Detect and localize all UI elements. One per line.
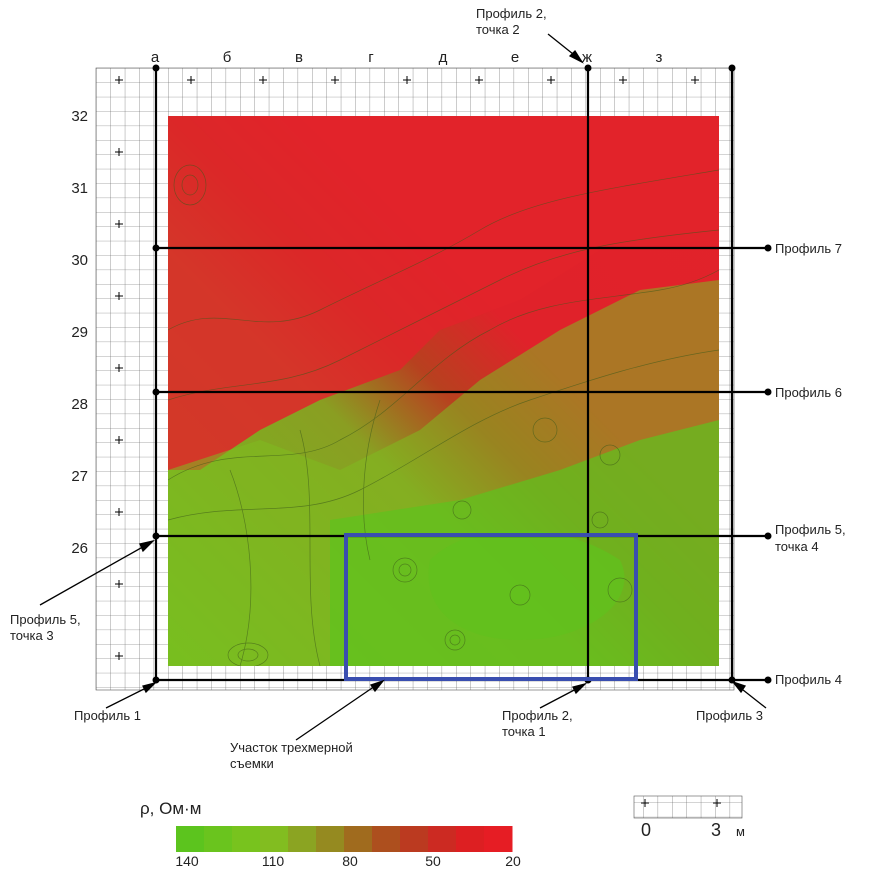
scale-bar: 0 3 м <box>633 795 745 840</box>
legend-ticks: 140 110 80 50 20 <box>175 853 521 869</box>
profile-6-label: Профиль 6 <box>775 385 842 400</box>
row-label: 32 <box>71 108 88 125</box>
legend-swatch <box>232 826 261 852</box>
row-label: 30 <box>71 252 88 269</box>
resistivity-field <box>168 116 719 666</box>
column-label: д <box>439 49 448 66</box>
legend-title: ρ, Ом·м <box>140 799 201 818</box>
legend-swatch <box>176 826 205 852</box>
profile-5-right-label-line2: точка 4 <box>775 539 819 554</box>
survey-area-label-line2: съемки <box>230 756 274 771</box>
legend-tick: 20 <box>505 853 521 869</box>
column-label: в <box>295 49 303 66</box>
row-label: 28 <box>71 396 88 413</box>
row-label: 29 <box>71 324 88 341</box>
profile-2-bottom-label-line1: Профиль 2, <box>502 708 573 723</box>
grid-crosses <box>115 76 699 660</box>
profile-4-label: Профиль 4 <box>775 672 842 687</box>
legend-swatch <box>400 826 429 852</box>
column-label: е <box>511 49 519 66</box>
survey-area-label-line1: Участок трехмерной <box>230 740 353 755</box>
row-label: 26 <box>71 540 88 557</box>
profile-5-right-label-line1: Профиль 5, <box>775 522 846 537</box>
profile-lines <box>154 68 768 682</box>
legend-swatch <box>316 826 345 852</box>
row-labels: 32 31 30 29 28 27 26 <box>71 108 88 557</box>
profile-labels: Профиль 2, точка 2 Профиль 7 Профиль 6 П… <box>10 6 846 771</box>
legend-swatch <box>456 826 485 852</box>
scale-unit: м <box>736 824 745 839</box>
profile-1-label: Профиль 1 <box>74 708 141 723</box>
survey-area-box <box>344 533 638 681</box>
profile-5-left-label-line1: Профиль 5, <box>10 612 81 627</box>
legend-swatch <box>372 826 401 852</box>
legend-swatch <box>344 826 373 852</box>
profile-3-label: Профиль 3 <box>696 708 763 723</box>
profile-2-top-label-line2: точка 2 <box>476 22 520 37</box>
legend-color-scale <box>176 826 513 852</box>
column-label: ж <box>582 49 592 66</box>
column-label: г <box>368 49 374 66</box>
legend-swatch <box>428 826 457 852</box>
profile-7-label: Профиль 7 <box>775 241 842 256</box>
legend-tick: 50 <box>425 853 441 869</box>
legend-tick: 80 <box>342 853 358 869</box>
scale-end: 3 <box>711 820 721 840</box>
legend-swatch <box>288 826 317 852</box>
profile-5-left-label-line2: точка 3 <box>10 628 54 643</box>
profile-endpoints <box>152 64 772 684</box>
legend-swatch <box>260 826 289 852</box>
column-label: а <box>151 49 160 66</box>
leader-arrows <box>39 33 767 741</box>
column-labels: а б в г д е ж з <box>151 49 663 66</box>
row-label: 27 <box>71 468 88 485</box>
legend-swatch <box>204 826 233 852</box>
column-label: б <box>223 49 232 66</box>
column-label: з <box>656 49 663 66</box>
legend-tick: 140 <box>175 853 199 869</box>
scale-start: 0 <box>641 820 651 840</box>
profile-2-top-label-line1: Профиль 2, <box>476 6 547 21</box>
legend-swatch <box>484 826 513 852</box>
profile-2-bottom-label-line2: точка 1 <box>502 724 546 739</box>
legend-tick: 110 <box>262 853 285 869</box>
row-label: 31 <box>71 180 88 197</box>
